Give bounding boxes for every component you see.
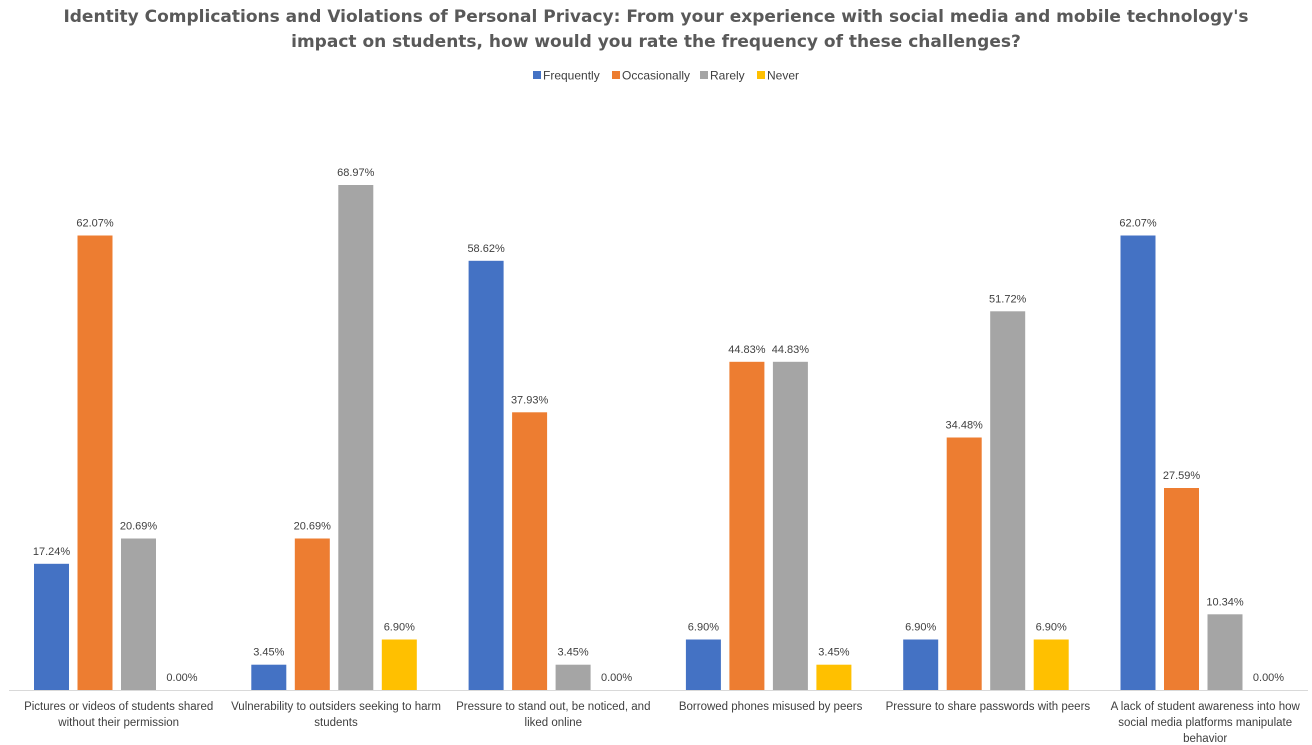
data-label-rarely-3: 3.45% bbox=[557, 647, 588, 659]
data-label-occasionally-4: 44.83% bbox=[728, 344, 766, 356]
bar-occasionally-3 bbox=[512, 412, 548, 690]
category-label-3: liked online bbox=[525, 717, 583, 729]
bar-rarely-2 bbox=[338, 185, 374, 690]
category-label-2: students bbox=[314, 717, 358, 729]
chart-legend: Frequently Occasionally Rarely Never bbox=[533, 69, 799, 83]
bar-never-5 bbox=[1033, 639, 1069, 690]
legend-swatch-rarely bbox=[700, 71, 708, 79]
data-labels: 17.24% 62.07% 20.69% 0.00% 3.45% 20.69% 68.97%… bbox=[33, 167, 1284, 684]
category-label-6: A lack of student awareness into how bbox=[1111, 701, 1301, 713]
bar-frequently-3 bbox=[468, 260, 504, 690]
data-label-occasionally-6: 27.59% bbox=[1163, 470, 1201, 482]
legend-swatch-occasionally bbox=[612, 71, 620, 79]
bar-occasionally-4 bbox=[729, 361, 765, 690]
bar-frequently-4 bbox=[685, 639, 721, 690]
bar-frequently-2 bbox=[251, 664, 287, 690]
category-label-1: without their permission bbox=[57, 717, 179, 729]
bar-rarely-4 bbox=[772, 361, 808, 690]
bar-occasionally-1 bbox=[77, 235, 113, 690]
data-label-occasionally-5: 34.48% bbox=[946, 420, 984, 432]
data-label-occasionally-1: 62.07% bbox=[76, 218, 114, 230]
category-label-6: social media platforms manipulate bbox=[1118, 717, 1292, 729]
data-label-never-6: 0.00% bbox=[1253, 672, 1284, 684]
data-label-frequently-1: 17.24% bbox=[33, 546, 71, 558]
bar-rarely-1 bbox=[121, 538, 156, 690]
bar-never-2 bbox=[381, 639, 417, 690]
category-label-6: behavior bbox=[1183, 733, 1227, 745]
bar-rarely-6 bbox=[1207, 614, 1243, 690]
category-label-4: Borrowed phones misused by peers bbox=[679, 701, 863, 713]
data-label-rarely-1: 20.69% bbox=[120, 521, 158, 533]
bars bbox=[34, 185, 1243, 690]
data-label-frequently-6: 62.07% bbox=[1119, 218, 1157, 230]
category-labels: Pictures or videos of students shared wit… bbox=[24, 701, 1300, 745]
legend-label-frequently: Frequently bbox=[543, 69, 600, 83]
bar-frequently-6 bbox=[1120, 235, 1156, 690]
bar-occasionally-5 bbox=[946, 437, 982, 690]
data-label-frequently-3: 58.62% bbox=[467, 243, 505, 255]
chart-title-line: impact on students, how would you rate t… bbox=[291, 32, 1021, 52]
data-label-never-4: 3.45% bbox=[818, 647, 849, 659]
legend-swatch-never bbox=[757, 71, 765, 79]
data-label-rarely-5: 51.72% bbox=[989, 293, 1027, 305]
category-label-5: Pressure to share passwords with peers bbox=[886, 701, 1091, 713]
bar-frequently-5 bbox=[903, 639, 939, 690]
data-label-rarely-4: 44.83% bbox=[772, 344, 810, 356]
bar-occasionally-2 bbox=[294, 538, 330, 690]
chart-title-line: Identity Complications and Violations of… bbox=[63, 7, 1248, 27]
data-label-never-5: 6.90% bbox=[1036, 622, 1067, 634]
data-label-rarely-6: 10.34% bbox=[1206, 596, 1244, 608]
bar-rarely-5 bbox=[990, 311, 1026, 690]
data-label-frequently-4: 6.90% bbox=[688, 622, 719, 634]
legend-label-never: Never bbox=[767, 69, 799, 83]
category-label-2: Vulnerability to outsiders seeking to ha… bbox=[231, 701, 441, 713]
legend-swatch-frequently bbox=[533, 71, 541, 79]
chart-title: Identity Complications and Violations of… bbox=[63, 7, 1248, 52]
bar-rarely-3 bbox=[555, 664, 591, 690]
data-label-occasionally-2: 20.69% bbox=[294, 521, 332, 533]
bar-never-4 bbox=[816, 664, 852, 690]
category-label-3: Pressure to stand out, be noticed, and bbox=[456, 701, 650, 713]
legend-label-occasionally: Occasionally bbox=[622, 69, 690, 83]
data-label-never-3: 0.00% bbox=[601, 672, 632, 684]
bar-frequently-1 bbox=[34, 563, 69, 690]
bar-occasionally-6 bbox=[1164, 488, 1199, 690]
data-label-occasionally-3: 37.93% bbox=[511, 394, 549, 406]
data-label-never-1: 0.00% bbox=[166, 672, 197, 684]
category-label-1: Pictures or videos of students shared bbox=[24, 701, 213, 713]
data-label-frequently-2: 3.45% bbox=[253, 647, 284, 659]
data-label-frequently-5: 6.90% bbox=[905, 622, 936, 634]
legend-label-rarely: Rarely bbox=[710, 69, 745, 83]
data-label-never-2: 6.90% bbox=[384, 622, 415, 634]
data-label-rarely-2: 68.97% bbox=[337, 167, 375, 179]
